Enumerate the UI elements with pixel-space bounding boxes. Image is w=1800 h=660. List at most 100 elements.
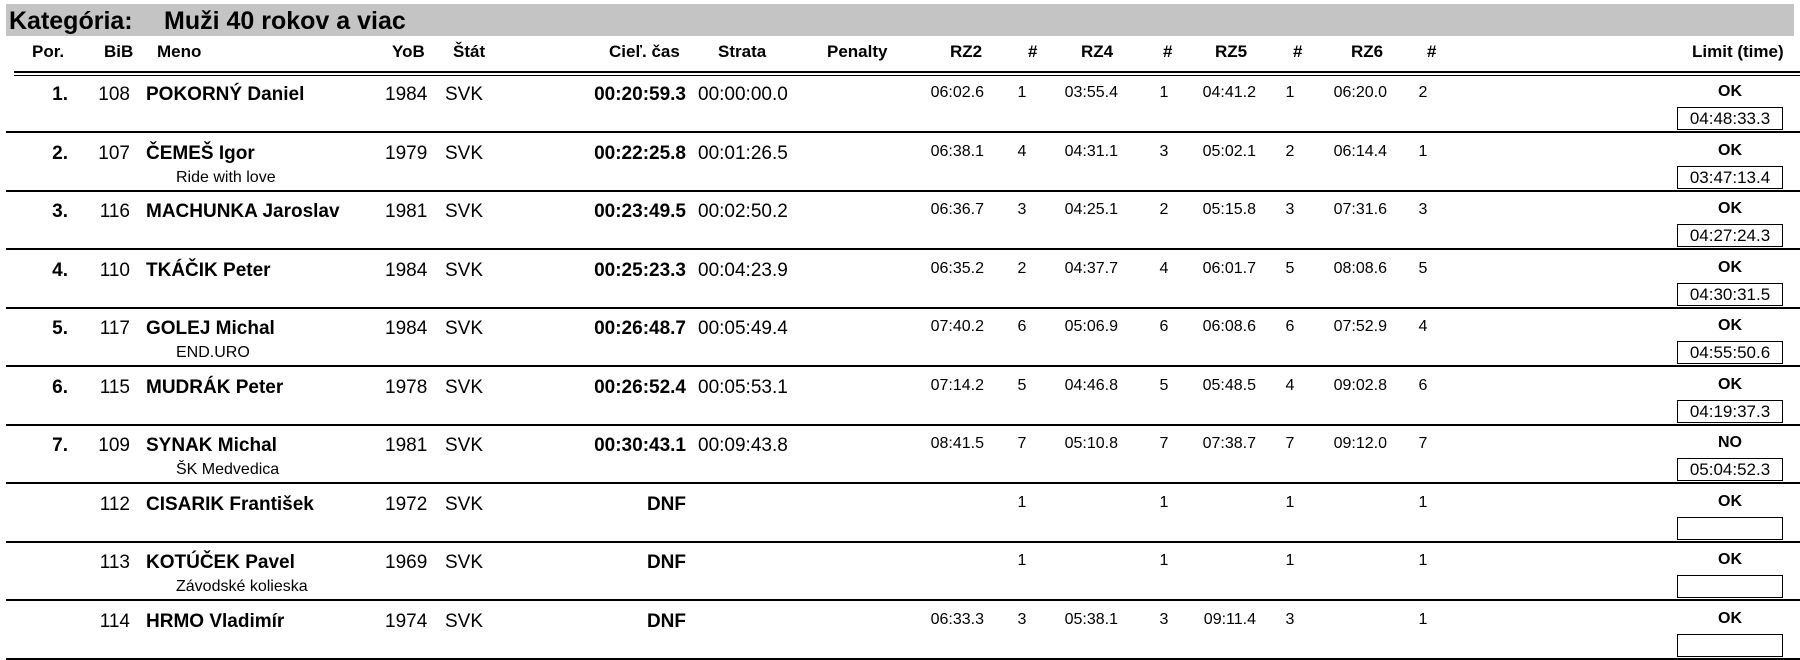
finish-time: DNF — [646, 610, 686, 632]
rz5-time: 05:15.8 — [1202, 201, 1256, 218]
rz4-time: 05:06.9 — [1064, 318, 1118, 335]
header-rz2: RZ2 — [950, 42, 983, 61]
rz5-rank: 6 — [1285, 318, 1295, 335]
bib-number: 115 — [99, 376, 130, 398]
header-rank-rz5: # — [1293, 42, 1303, 61]
bib-number: 113 — [99, 552, 130, 573]
nationality: SVK — [445, 318, 484, 339]
finish-time: 00:22:25.8 — [594, 142, 686, 164]
rz2-time: 07:14.2 — [930, 376, 984, 394]
header-rule-bottom — [14, 75, 1800, 76]
header-stat: Štát — [453, 42, 486, 61]
rz2-rank: 1 — [1017, 493, 1027, 511]
header-penalty: Penalty — [827, 42, 888, 61]
table-row: 1. 108 POKORNÝ Daniel 1984 SVK 00:20:59.… — [0, 75, 1800, 133]
finish-time: 00:20:59.3 — [594, 84, 686, 105]
limit-time — [1677, 516, 1783, 540]
header-meno: Meno — [157, 42, 202, 61]
header-ciel: Cieľ. čas — [609, 42, 680, 61]
table-row: 7. 109 SYNAK Michal ŠK Medvedica 1981 SV… — [0, 426, 1800, 484]
rz4-rank: 2 — [1159, 201, 1169, 218]
category-bar: Kategória: Muži 40 rokov a viac — [6, 4, 1794, 36]
rider-club: END.URO — [176, 344, 250, 361]
rz4-time: 05:38.1 — [1064, 610, 1118, 628]
rz5-rank: 3 — [1285, 610, 1295, 628]
rz4-time: 03:55.4 — [1064, 84, 1118, 101]
rz6-rank: 1 — [1418, 610, 1428, 628]
table-row: 113 KOTÚČEK Pavel Závodské kolieska 1969… — [0, 543, 1800, 601]
status: OK — [1718, 200, 1742, 217]
rz2-time: 06:33.3 — [930, 610, 984, 628]
rz2-rank: 1 — [1017, 84, 1027, 101]
year-of-birth: 1984 — [385, 84, 428, 105]
time-gap: 00:09:43.8 — [698, 435, 788, 456]
status: OK — [1718, 317, 1742, 334]
row-separator — [6, 540, 1800, 543]
limit-time: 04:19:37.3 — [1677, 399, 1783, 423]
rz4-rank: 1 — [1159, 493, 1169, 511]
table-row: 6. 115 MUDRÁK Peter 1978 SVK 00:26:52.4 … — [0, 368, 1800, 426]
limit-time: 05:04:52.3 — [1677, 458, 1783, 481]
rz4-time: 04:25.1 — [1064, 201, 1118, 218]
bib-number: 108 — [98, 84, 130, 105]
row-separator — [6, 599, 1800, 601]
header-rank-rz4: # — [1163, 42, 1173, 61]
rz4-rank: 1 — [1159, 552, 1169, 569]
finish-time: 00:25:23.3 — [594, 259, 686, 281]
header-rank-rz2: # — [1028, 42, 1038, 61]
rz2-rank: 4 — [1017, 142, 1027, 160]
table-row: 3. 116 MACHUNKA Jaroslav 1981 SVK 00:23:… — [0, 192, 1800, 250]
row-separator — [6, 248, 1800, 250]
limit-time: 04:55:50.6 — [1677, 341, 1783, 364]
row-separator — [6, 423, 1800, 426]
rz2-rank: 5 — [1017, 376, 1027, 394]
bib-number: 117 — [99, 318, 130, 339]
limit-time: 04:27:24.3 — [1677, 224, 1783, 247]
year-of-birth: 1972 — [385, 493, 428, 515]
rider-name: ČEMEŠ Igor — [146, 142, 255, 164]
status: NO — [1718, 434, 1742, 451]
bib-number: 112 — [99, 493, 130, 515]
year-of-birth: 1981 — [385, 435, 428, 456]
rz4-rank: 3 — [1159, 610, 1169, 628]
rz2-time: 06:36.7 — [930, 201, 984, 218]
time-gap: 00:00:00.0 — [698, 84, 788, 105]
position: 6. — [52, 376, 68, 398]
row-separator — [6, 131, 1800, 133]
rz5-time: 09:11.4 — [1203, 610, 1256, 628]
header-rz5: RZ5 — [1215, 42, 1248, 61]
table-header: Por. BiB Meno YoB Štát Cieľ. čas Strata … — [0, 38, 1800, 70]
rz2-rank: 1 — [1017, 552, 1027, 569]
rz5-time: 05:02.1 — [1202, 142, 1256, 160]
rider-name: KOTÚČEK Pavel — [146, 552, 295, 573]
rz2-time: 06:02.6 — [930, 84, 984, 101]
table-row: 5. 117 GOLEJ Michal END.URO 1984 SVK 00:… — [0, 309, 1800, 367]
position: 7. — [52, 435, 68, 456]
status: OK — [1718, 258, 1742, 276]
bib-number: 110 — [99, 259, 130, 281]
rider-club: ŠK Medvedica — [176, 461, 280, 478]
position: 4. — [52, 259, 68, 281]
nationality: SVK — [445, 610, 484, 632]
rz5-time: 05:48.5 — [1202, 376, 1256, 394]
header-rz4: RZ4 — [1081, 42, 1114, 61]
rider-name: MACHUNKA Jaroslav — [146, 201, 340, 222]
rz6-rank: 2 — [1418, 84, 1428, 101]
bib-number: 107 — [98, 142, 130, 164]
rz5-rank: 1 — [1285, 84, 1295, 101]
rz4-time: 04:46.8 — [1064, 376, 1118, 394]
position: 5. — [52, 318, 68, 339]
time-gap: 00:02:50.2 — [698, 201, 788, 222]
rz6-time: 07:31.6 — [1333, 201, 1387, 218]
limit-time: 03:47:13.4 — [1677, 165, 1783, 189]
year-of-birth: 1978 — [385, 376, 428, 398]
rz4-time: 04:31.1 — [1064, 142, 1118, 160]
header-rz6: RZ6 — [1351, 42, 1384, 61]
limit-time — [1677, 575, 1783, 598]
nationality: SVK — [445, 201, 484, 222]
rz6-rank: 4 — [1418, 318, 1428, 335]
limit-time — [1677, 633, 1783, 657]
header-limit: Limit (time) — [1692, 42, 1784, 61]
table-row: 4. 110 TKÁČIK Peter 1984 SVK 00:25:23.3 … — [0, 251, 1800, 309]
bib-number: 116 — [99, 201, 130, 222]
